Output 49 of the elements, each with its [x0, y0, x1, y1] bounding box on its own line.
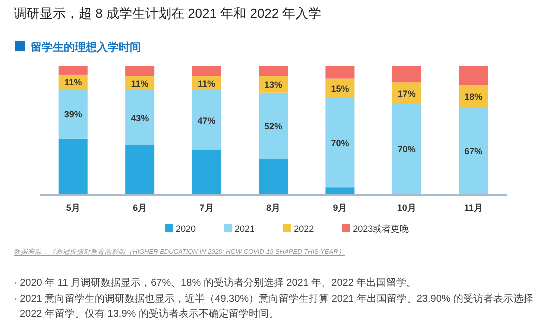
- data-label: 52%: [264, 122, 283, 132]
- data-label: 11%: [131, 78, 149, 89]
- data-label: 17%: [398, 89, 416, 100]
- x-tick-label: 10月: [397, 203, 416, 213]
- bar: [259, 92, 288, 160]
- bar: [192, 150, 222, 194]
- data-label: 70%: [398, 144, 416, 155]
- bar: [259, 66, 288, 76]
- bar: [326, 66, 355, 79]
- x-tick-label: 5月: [66, 203, 80, 213]
- text: · 2020 年 11 月调研数据显示，67%、18% 的受访者分别选择 2021 年、2022 年出国留学。: [14, 276, 418, 291]
- bar: [326, 98, 355, 188]
- legend-label: 2023或者更晚: [353, 224, 410, 234]
- bar: [459, 66, 488, 86]
- bar: [326, 188, 355, 194]
- data-label: 11%: [64, 78, 82, 88]
- bar: [192, 66, 222, 76]
- bar: [392, 66, 422, 83]
- x-tick-label: 9月: [333, 203, 348, 213]
- data-label: 67%: [464, 146, 483, 157]
- bar: [58, 66, 88, 75]
- data-label: 39%: [64, 110, 82, 120]
- x-tick-label: 8月: [266, 203, 281, 213]
- bar: [58, 138, 88, 194]
- legend-label: 2021: [235, 224, 256, 234]
- data-label: 70%: [331, 138, 350, 148]
- x-tick-label: 7月: [200, 203, 214, 213]
- bar: [126, 145, 155, 194]
- x-tick-label: 11月: [464, 203, 483, 213]
- bar: [392, 82, 422, 104]
- data-label: 13%: [264, 80, 283, 90]
- legend-label: 2020: [176, 224, 196, 234]
- bar: [126, 66, 155, 76]
- data-label: 11%: [198, 78, 216, 89]
- bar: [126, 90, 155, 146]
- text: · 2021 意向留学生的调研数据也显示，近半（49.30%）意向留学生打算 2021 年出国留学。23.90% 的受访者表示选择 2022 年留学。仅有 13.9% 的受访者表示不确定留学时间。: [14, 292, 535, 322]
- data-label: 15%: [331, 84, 350, 94]
- bar: [392, 104, 422, 194]
- chart-title: 调研显示，超 8 成学生计划在 2021 年和 2022 年入学: [14, 5, 322, 23]
- data-label: 43%: [131, 113, 150, 124]
- x-tick-label: 6月: [133, 203, 148, 213]
- legend-label: 2022: [294, 224, 314, 234]
- data-label: 18%: [464, 92, 483, 102]
- bar: [459, 108, 488, 194]
- bar: [259, 159, 288, 194]
- chart-subtitle: 留学生的理想入学时间: [31, 41, 141, 54]
- bar: [192, 90, 222, 150]
- data-label: 47%: [198, 116, 216, 126]
- bar: [58, 89, 88, 139]
